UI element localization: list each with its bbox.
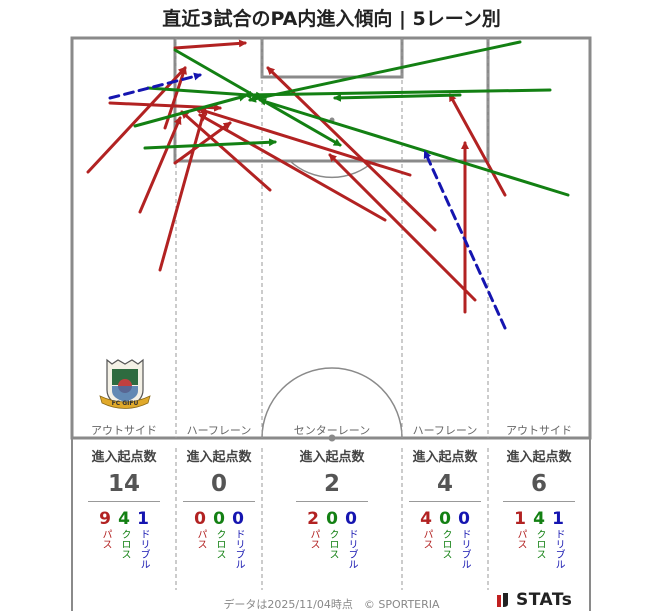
pass-count: 9 — [99, 509, 111, 529]
stat-header: 進入起点数 — [299, 450, 365, 465]
pass-label: パス — [100, 529, 111, 549]
stat-breakdown: 0 パス 0 クロス 0 ドリブル — [176, 509, 262, 569]
lane-label-halfspace-left: ハーフレーン — [186, 424, 252, 437]
stat-divider — [88, 501, 160, 502]
dribble-count: 0 — [232, 509, 244, 529]
cross-count: 4 — [533, 509, 545, 529]
stat-breakdown: 1 パス 4 クロス 1 ドリブル — [488, 509, 590, 569]
pass-arrow — [180, 110, 272, 192]
cross-count: 4 — [118, 509, 130, 529]
stat-total: 0 — [210, 471, 227, 497]
stat-total: 4 — [436, 471, 453, 497]
pass-label: パス — [515, 529, 526, 549]
pass-label: パス — [421, 529, 432, 549]
cross-arrow — [258, 97, 570, 197]
cross-label: クロス — [440, 529, 451, 559]
penalty-arc — [289, 160, 375, 179]
entry-arrows — [86, 39, 570, 330]
cross-label: クロス — [214, 529, 225, 559]
stat-column-halfspace-right: 進入起点数 4 4 パス 0 クロス 0 ドリブル — [402, 446, 488, 569]
stat-divider — [409, 501, 481, 502]
lane-label-center: センターレーン — [293, 424, 371, 437]
footer-credit: データは2025/11/04時点 © SPORTERIA — [223, 598, 440, 611]
pass-arrow — [173, 39, 247, 50]
dribble-label: ドリブル — [553, 529, 564, 569]
pass-arrow — [138, 116, 182, 214]
cross-count: 0 — [326, 509, 338, 529]
stat-column-center: 進入起点数 2 2 パス 0 クロス 0 ドリブル — [262, 446, 402, 569]
cross-label: クロス — [327, 529, 338, 559]
stat-breakdown: 9 パス 4 クロス 1 ドリブル — [72, 509, 176, 569]
dribble-label: ドリブル — [459, 529, 470, 569]
dribble-label: ドリブル — [138, 529, 149, 569]
brand-name: STATs — [516, 590, 573, 610]
goal-area — [260, 36, 404, 79]
stat-column-outside-left: 進入起点数 14 9 パス 4 クロス 1 ドリブル — [72, 446, 176, 569]
pass-count: 4 — [420, 509, 432, 529]
stat-divider — [503, 501, 575, 502]
cross-arrow — [143, 138, 277, 150]
cross-count: 0 — [213, 509, 225, 529]
center-spot — [328, 434, 336, 442]
lane-label-halfspace-right: ハーフレーン — [412, 424, 478, 437]
cross-arrow — [333, 93, 462, 102]
stats-frame — [71, 438, 591, 611]
brand-mark-icon — [497, 593, 508, 607]
dribble-arrow — [108, 72, 202, 100]
pass-arrow — [193, 105, 412, 177]
cross-arrow — [248, 40, 522, 103]
cross-label: クロス — [534, 529, 545, 559]
dribble-arrow — [423, 150, 507, 330]
page-title: 直近3試合のPA内進入傾向 | 5レーン別 — [162, 8, 501, 30]
stat-header: 進入起点数 — [91, 450, 157, 465]
center-circle-arc — [261, 367, 403, 439]
brand-logo: STATs — [496, 590, 572, 610]
pass-count: 0 — [194, 509, 206, 529]
dribble-count: 0 — [345, 509, 357, 529]
stat-column-halfspace-left: 進入起点数 0 0 パス 0 クロス 0 ドリブル — [176, 446, 262, 569]
stat-total: 2 — [323, 471, 340, 497]
dribble-count: 1 — [552, 509, 564, 529]
lane-label-outside-right: アウトサイド — [506, 424, 572, 437]
stat-divider — [183, 501, 255, 502]
pass-arrow — [158, 106, 208, 272]
stat-divider — [296, 501, 368, 502]
pass-count: 1 — [514, 509, 526, 529]
cross-arrow — [243, 88, 552, 99]
stat-total: 14 — [107, 471, 140, 497]
pass-arrow — [86, 66, 187, 174]
pass-arrow — [173, 121, 232, 165]
stat-breakdown: 2 パス 0 クロス 0 ドリブル — [262, 509, 402, 569]
stat-header: 進入起点数 — [506, 450, 572, 465]
stat-total: 6 — [530, 471, 547, 497]
pass-arrow — [328, 153, 477, 302]
stat-column-outside-right: 進入起点数 6 1 パス 4 クロス 1 ドリブル — [488, 446, 590, 569]
stat-header: 進入起点数 — [186, 450, 252, 465]
stat-breakdown: 4 パス 0 クロス 0 ドリブル — [402, 509, 488, 569]
cross-label: クロス — [119, 529, 130, 559]
pass-arrow — [198, 113, 387, 222]
pass-label: パス — [308, 529, 319, 549]
dribble-count: 1 — [137, 509, 149, 529]
penalty-area — [173, 36, 490, 163]
cross-arrow — [133, 93, 247, 128]
pass-label: パス — [195, 529, 206, 549]
lane-label-outside-left: アウトサイド — [91, 424, 157, 437]
dribble-label: ドリブル — [233, 529, 244, 569]
pass-count: 2 — [307, 509, 319, 529]
club-logo: FC GIFU — [98, 356, 152, 414]
cross-count: 0 — [439, 509, 451, 529]
stat-header: 進入起点数 — [412, 450, 478, 465]
dribble-count: 0 — [458, 509, 470, 529]
svg-text:FC GIFU: FC GIFU — [112, 400, 139, 407]
dribble-label: ドリブル — [346, 529, 357, 569]
cross-arrow — [173, 48, 342, 147]
pass-arrow — [448, 93, 507, 197]
